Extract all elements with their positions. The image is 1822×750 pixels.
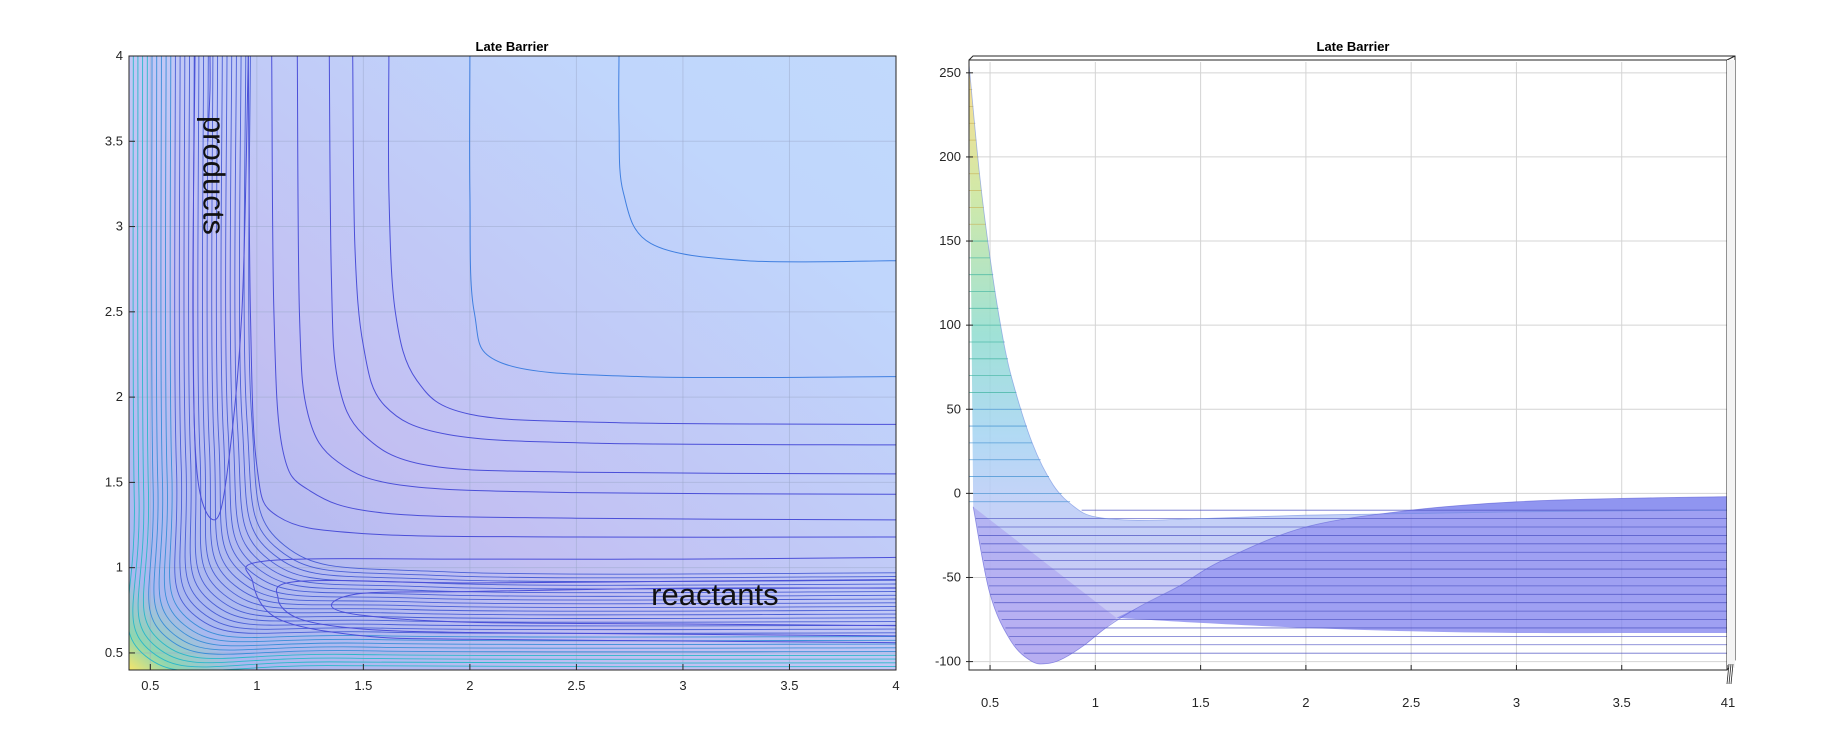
contour-line [248, 56, 896, 575]
contour-line [148, 56, 896, 655]
contour-line [271, 56, 896, 521]
contour-line [202, 56, 896, 612]
left-y-tick-label: 1.5 [105, 474, 123, 489]
contour-line [188, 56, 896, 623]
contour-line [247, 56, 896, 538]
left-y-tick-label: 4 [116, 48, 123, 63]
contour-line [618, 56, 896, 263]
surface-lower-sheet [1116, 496, 1727, 634]
contour-plot-area [129, 56, 896, 670]
contour-line [132, 56, 896, 668]
left-y-tick-label: 1 [116, 560, 123, 575]
right-y-tick-label: 50 [947, 401, 961, 416]
contour-line [197, 56, 896, 616]
contour-line [225, 56, 896, 594]
right-y-tick-label: 0 [954, 485, 961, 500]
left-x-tick-label: 1 [253, 678, 260, 693]
contour-line [296, 56, 896, 495]
right-y-tick-label: 100 [939, 317, 961, 332]
contour-line [183, 56, 896, 627]
right-frame-corner [1726, 55, 1736, 61]
left-x-tick-label: 1.5 [354, 678, 372, 693]
surface-mesh [969, 64, 1728, 665]
surface-panel: Late Barrier 0.5 1 1.5 2 2.5 3 3.5 41 -100 -50 0 5… [935, 39, 1736, 710]
right-frame-depth-tick [1730, 663, 1734, 685]
right-frame-depth-tick [1728, 663, 1732, 685]
left-x-ticks: 0.5 1 1.5 2 2.5 3 3.5 4 [141, 664, 900, 693]
left-y-tick-label: 3 [116, 219, 123, 234]
right-y-tick-label: 250 [939, 65, 961, 80]
right-x-ticks: 0.5 1 1.5 2 2.5 3 3.5 41 [981, 665, 1735, 710]
right-chart-title: Late Barrier [1317, 39, 1390, 54]
right-y-tick-label: -100 [935, 654, 961, 669]
right-frame-side-face [1727, 60, 1735, 668]
contour-panel: Late Barrier 0.5 1 1.5 2 2.5 3 3.5 4 0.5 1 1.5 2 2.… [105, 39, 900, 693]
left-x-tick-label: 2 [466, 678, 473, 693]
contour-line [275, 579, 896, 637]
contour-line [169, 56, 896, 638]
contour-line [153, 56, 896, 651]
right-y-tick-label: 150 [939, 233, 961, 248]
contour-line [207, 56, 211, 142]
reactants-label: reactants [651, 577, 779, 612]
surface-well-edge [972, 496, 1728, 665]
right-y-tick-label: -50 [942, 569, 961, 584]
left-x-tick-label: 3 [679, 678, 686, 693]
right-y-tick-label: 200 [939, 149, 961, 164]
left-y-tick-label: 2 [116, 389, 123, 404]
left-y-tick-label: 2.5 [105, 304, 123, 319]
surface-front-edge [969, 64, 1728, 521]
contour-line [137, 56, 896, 664]
left-y-tick-label: 0.5 [105, 645, 123, 660]
contour-line [178, 56, 896, 631]
contour-line [330, 587, 896, 627]
left-x-tick-label: 3.5 [780, 678, 798, 693]
right-x-tick-label: 0.5 [981, 695, 999, 710]
contour-line [220, 56, 896, 597]
contour-lines [129, 56, 896, 670]
contour-line [206, 56, 896, 608]
contour-line [387, 56, 896, 425]
right-x-tick-label: 1 [1092, 695, 1099, 710]
contour-line [211, 56, 896, 605]
contour-line [328, 56, 896, 475]
left-chart-title: Late Barrier [476, 39, 549, 54]
surface-well-basin [973, 506, 1117, 664]
contour-line [129, 56, 896, 670]
contour-line [192, 56, 249, 521]
contour-annotations: products reactants [197, 116, 779, 612]
right-x-tick-label: 2 [1302, 695, 1309, 710]
left-x-tick-label: 2.5 [567, 678, 585, 693]
right-x-tick-label: 1.5 [1192, 695, 1210, 710]
right-y-ticks: -100 -50 0 50 100 150 200 250 [935, 65, 973, 669]
contour-line [245, 556, 896, 644]
left-gridlines [129, 56, 896, 670]
products-label: products [197, 116, 232, 235]
right-x-tick-label: 3 [1513, 695, 1520, 710]
left-x-tick-label: 0.5 [141, 678, 159, 693]
contour-line [234, 56, 896, 586]
contour-line [158, 56, 896, 647]
left-axes-box [128, 55, 897, 671]
left-y-ticks: 0.5 1 1.5 2 2.5 3 3.5 4 [105, 48, 135, 660]
right-x-tick-label: 2.5 [1402, 695, 1420, 710]
contour-line [469, 56, 896, 379]
right-x-tick-label-end: 41 [1721, 695, 1735, 710]
contour-line [142, 56, 896, 659]
right-x-tick-label: 3.5 [1613, 695, 1631, 710]
contour-line [352, 56, 896, 446]
left-y-tick-label: 3.5 [105, 133, 123, 148]
left-x-tick-label: 4 [892, 678, 899, 693]
right-frame-depth-tick [1726, 663, 1730, 685]
